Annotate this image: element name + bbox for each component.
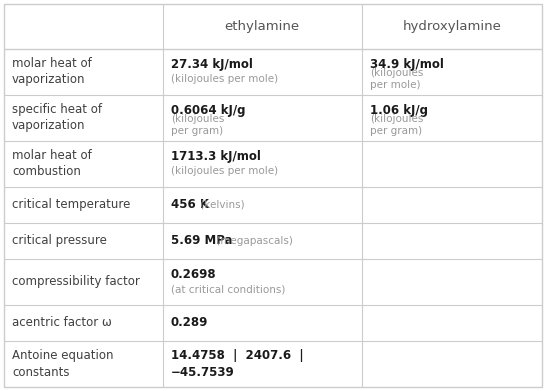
Text: hydroxylamine: hydroxylamine — [402, 20, 501, 33]
Text: (kilojoules per mole): (kilojoules per mole) — [171, 166, 278, 176]
Text: 0.6064 kJ/g: 0.6064 kJ/g — [171, 104, 245, 117]
Text: 0.289: 0.289 — [171, 316, 208, 330]
Text: ethylamine: ethylamine — [224, 20, 300, 33]
Text: acentric factor ω: acentric factor ω — [12, 316, 112, 330]
Text: critical pressure: critical pressure — [12, 234, 107, 248]
Text: (at critical conditions): (at critical conditions) — [171, 284, 285, 294]
Text: 27.34 kJ/mol: 27.34 kJ/mol — [171, 58, 253, 71]
Text: molar heat of
combustion: molar heat of combustion — [12, 149, 92, 178]
Text: 456 K: 456 K — [171, 198, 209, 211]
Text: Antoine equation
constants: Antoine equation constants — [12, 349, 114, 379]
Text: (kilojoules
per gram): (kilojoules per gram) — [171, 114, 224, 136]
Text: 5.69 MPa: 5.69 MPa — [171, 234, 232, 248]
Text: 1713.3 kJ/mol: 1713.3 kJ/mol — [171, 150, 260, 163]
Text: (kelvins): (kelvins) — [197, 200, 245, 210]
Text: compressibility factor: compressibility factor — [12, 275, 140, 289]
Text: (megapascals): (megapascals) — [213, 236, 293, 246]
Text: (kilojoules
per mole): (kilojoules per mole) — [370, 68, 423, 90]
Text: 0.2698: 0.2698 — [171, 268, 216, 281]
Text: molar heat of
vaporization: molar heat of vaporization — [12, 57, 92, 86]
Text: specific heat of
vaporization: specific heat of vaporization — [12, 103, 102, 133]
Text: (kilojoules per mole): (kilojoules per mole) — [171, 74, 278, 84]
Text: 34.9 kJ/mol: 34.9 kJ/mol — [370, 58, 444, 71]
Text: critical temperature: critical temperature — [12, 198, 130, 211]
Text: 1.06 kJ/g: 1.06 kJ/g — [370, 104, 428, 117]
Text: 14.4758  |  2407.6  |
−45.7539: 14.4758 | 2407.6 | −45.7539 — [171, 349, 304, 379]
Text: (kilojoules
per gram): (kilojoules per gram) — [370, 114, 423, 136]
